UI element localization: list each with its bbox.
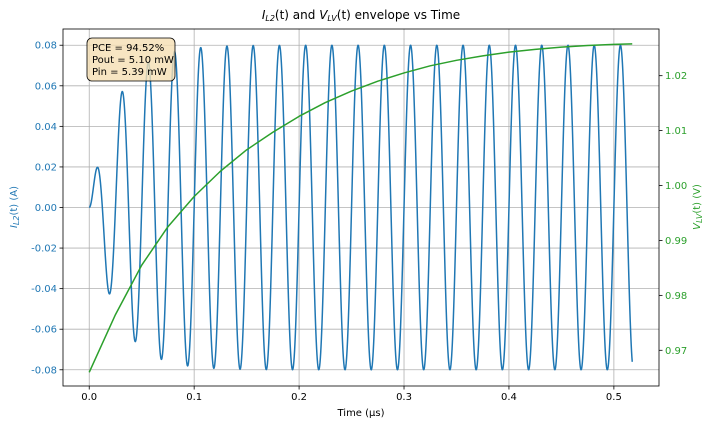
grid bbox=[63, 29, 659, 386]
y-left-tick-label: -0.06 bbox=[31, 325, 57, 336]
y-left-tick-label: 0.00 bbox=[35, 203, 57, 214]
y-left-tick-label: 0.04 bbox=[35, 122, 57, 133]
y-right-tick-label: 1.01 bbox=[665, 126, 687, 137]
x-axis-title: Time (µs) bbox=[336, 408, 384, 419]
x-axis: 0.0 0.1 0.2 0.3 0.4 0.5 bbox=[81, 386, 622, 403]
y-right-tick-label: 1.00 bbox=[665, 181, 687, 192]
y-left-tick-label: -0.04 bbox=[31, 284, 57, 295]
y-left-tick-label: -0.02 bbox=[31, 244, 57, 255]
x-tick-label: 0.4 bbox=[501, 392, 517, 403]
y-left-tick-label: 0.06 bbox=[35, 81, 57, 92]
x-tick-label: 0.0 bbox=[81, 392, 97, 403]
y-right-tick-label: 0.99 bbox=[665, 236, 687, 247]
x-tick-label: 0.1 bbox=[186, 392, 202, 403]
x-tick-label: 0.3 bbox=[396, 392, 412, 403]
annotation-line-pce: PCE = 94.52% bbox=[92, 43, 164, 54]
y-axis-left: -0.08 -0.06 -0.04 -0.02 0.00 0.02 0.04 0.06 0.08 bbox=[31, 41, 63, 376]
chart-title: IL2(t) and VLV(t) envelope vs Time bbox=[262, 8, 460, 23]
annotation-box-background bbox=[86, 37, 176, 82]
y-right-tick-label: 0.98 bbox=[665, 291, 687, 302]
x-tick-label: 0.5 bbox=[606, 392, 622, 403]
y-left-tick-label: 0.02 bbox=[35, 162, 57, 173]
y-axis-right-title: VLV(t) (V) bbox=[692, 184, 704, 230]
i-l2-series-line bbox=[88, 44, 633, 371]
v-lv-envelope-line bbox=[88, 43, 633, 373]
y-left-tick-label: -0.08 bbox=[31, 365, 57, 376]
annotation-line-pout: Pout = 5.10 mW bbox=[92, 55, 174, 66]
annotation-box: PCE = 94.52% Pout = 5.10 mW Pin = 5.39 m… bbox=[86, 37, 176, 82]
y-left-tick-label: 0.08 bbox=[35, 41, 57, 52]
y-axis-right: 0.97 0.98 0.99 1.00 1.01 1.02 bbox=[659, 71, 687, 357]
series-layer bbox=[88, 43, 633, 373]
y-right-tick-label: 1.02 bbox=[665, 71, 687, 82]
annotation-line-pin: Pin = 5.39 mW bbox=[92, 67, 167, 78]
y-axis-left-title: IL2(t) (A) bbox=[9, 186, 21, 228]
y-right-tick-label: 0.97 bbox=[665, 346, 687, 357]
x-tick-label: 0.2 bbox=[291, 392, 307, 403]
